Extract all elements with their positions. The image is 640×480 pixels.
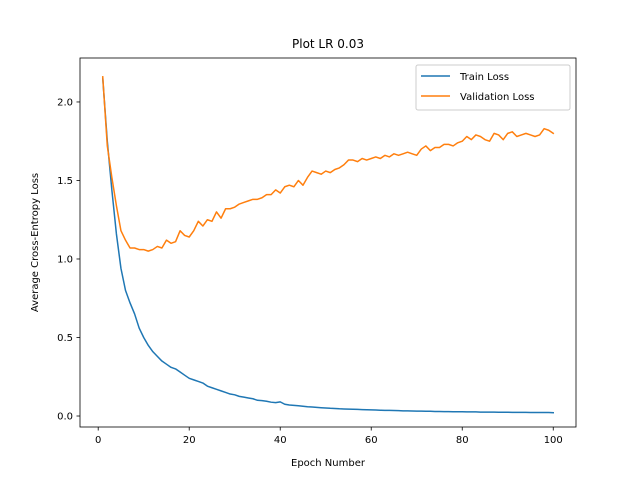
- y-tick-label: 0.0: [57, 412, 73, 423]
- x-tick-label: 100: [544, 435, 563, 446]
- y-tick-label: 0.5: [57, 333, 73, 344]
- legend-label-train-loss: Train Loss: [459, 72, 509, 83]
- validation-loss-series-line: [101, 76, 555, 252]
- x-tick-label: 0: [95, 435, 101, 446]
- legend-box: [415, 64, 571, 111]
- y-axis: 0.0 0.5 1.0 1.5 2.0: [57, 97, 80, 423]
- x-tick-label: 40: [274, 435, 287, 446]
- series-layer: [101, 76, 555, 414]
- x-axis-label: Epoch Number: [291, 458, 366, 469]
- plot-area: [79, 57, 577, 428]
- y-tick-label: 1.0: [57, 254, 73, 265]
- legend: Train Loss Validation Loss: [415, 64, 571, 111]
- x-tick-label: 60: [365, 435, 378, 446]
- y-tick-label: 2.0: [57, 97, 73, 108]
- x-tick-label: 80: [456, 435, 469, 446]
- y-tick-label: 1.5: [57, 176, 73, 187]
- x-tick-label: 20: [183, 435, 196, 446]
- y-axis-label: Average Cross-Entropy Loss: [30, 173, 41, 312]
- chart-title: Plot LR 0.03: [292, 37, 364, 51]
- train-loss-series-line: [101, 77, 555, 414]
- x-axis: 0 20 40 60 80 100: [95, 427, 563, 446]
- legend-label-validation-loss: Validation Loss: [460, 92, 535, 103]
- axes-frame: [79, 57, 577, 428]
